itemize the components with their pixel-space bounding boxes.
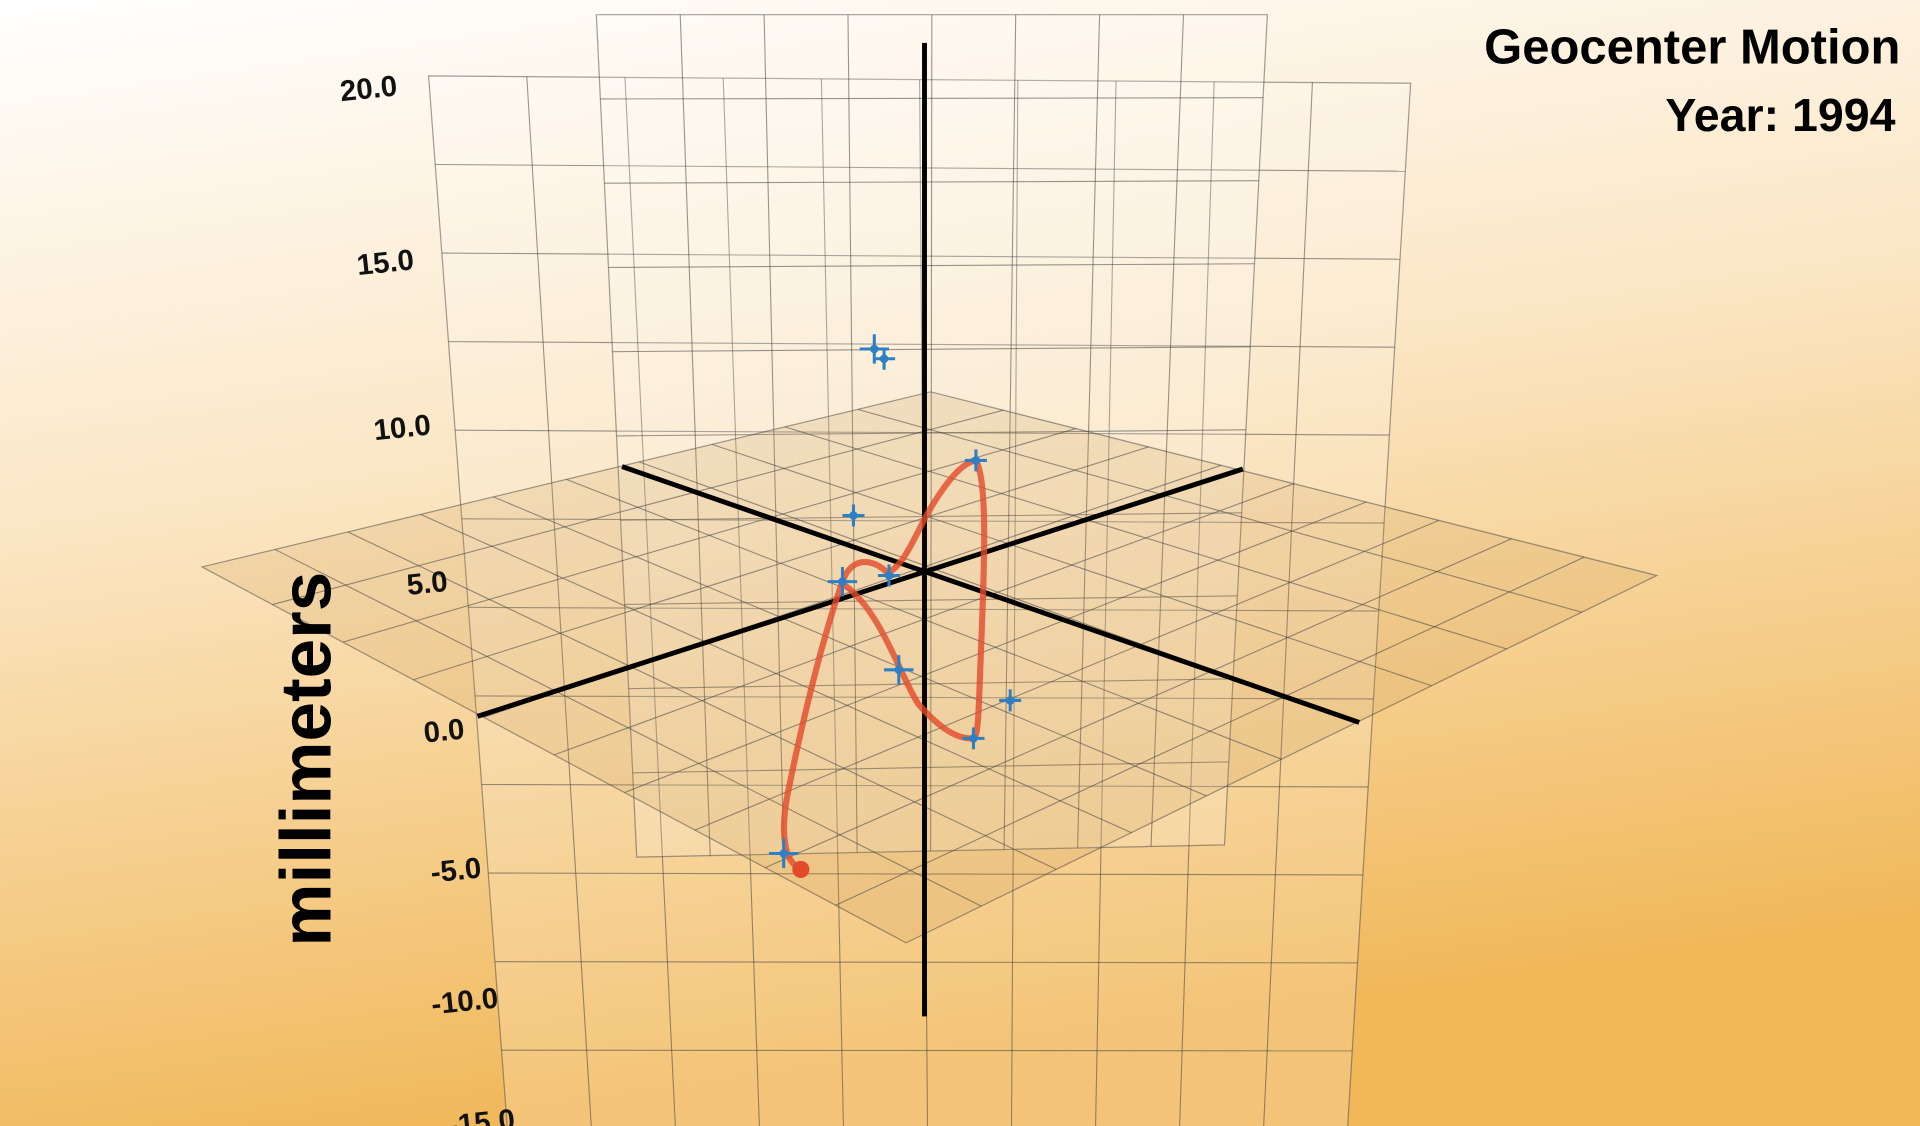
observation-dot xyxy=(879,354,889,364)
observations xyxy=(768,334,1022,869)
title: Geocenter Motion xyxy=(1484,21,1900,75)
observation-dot xyxy=(884,571,894,580)
tick-label: 5.0 xyxy=(405,565,449,602)
grid-line xyxy=(435,163,1406,172)
grid-line xyxy=(604,180,1259,184)
grid-line xyxy=(342,428,1076,643)
scene: 20.0 15.0 10.0 5.0 0.0 -5.0 -10.0 -15.0 Geocent… xyxy=(200,14,1900,1126)
grid-line xyxy=(600,97,1264,100)
grid-line xyxy=(272,409,1004,606)
observation-dot xyxy=(838,577,847,586)
grid-line xyxy=(501,1049,1353,1052)
grid-line xyxy=(624,595,1238,605)
axis-label: millimeters xyxy=(268,572,347,947)
x-axis xyxy=(476,466,1244,719)
grid-line xyxy=(835,556,1585,906)
grid-line xyxy=(694,519,1440,831)
observation-dot xyxy=(779,849,788,858)
tick-label: -5.0 xyxy=(429,851,483,889)
grid-line xyxy=(624,501,1367,794)
grid-line xyxy=(608,263,1255,268)
grid-line xyxy=(628,678,1234,690)
tick-label: -15.0 xyxy=(447,1103,517,1126)
grid-line xyxy=(413,446,1149,681)
observation-dot xyxy=(849,511,858,520)
axes xyxy=(476,42,1360,1017)
tick-label: 10.0 xyxy=(372,408,432,447)
path-head xyxy=(792,860,810,878)
y-axis xyxy=(621,464,1360,725)
plane xyxy=(427,75,1412,1126)
plane xyxy=(595,14,1269,858)
observation-dot xyxy=(969,734,978,743)
plane xyxy=(200,391,1659,944)
grid-line xyxy=(612,346,1251,353)
grid-line xyxy=(616,429,1246,437)
grid-line xyxy=(765,538,1512,869)
motion-path xyxy=(780,457,988,873)
observation-dot xyxy=(1005,696,1015,705)
grid-line xyxy=(448,341,1395,348)
grid-line xyxy=(441,252,1401,260)
observation-dot xyxy=(894,665,904,675)
grid-line xyxy=(620,512,1242,521)
tick-labels: 20.0 15.0 10.0 5.0 0.0 -5.0 -10.0 -15.0 xyxy=(338,69,516,1126)
observation-dot xyxy=(870,344,879,354)
subtitle: Year: 1994 xyxy=(1665,89,1895,141)
observation-dot xyxy=(971,456,981,465)
tick-label: 15.0 xyxy=(355,243,415,282)
tick-label: 20.0 xyxy=(338,69,398,108)
grid-planes xyxy=(200,14,1659,1126)
tick-label: 0.0 xyxy=(422,713,466,750)
tick-label: -10.0 xyxy=(430,982,500,1022)
